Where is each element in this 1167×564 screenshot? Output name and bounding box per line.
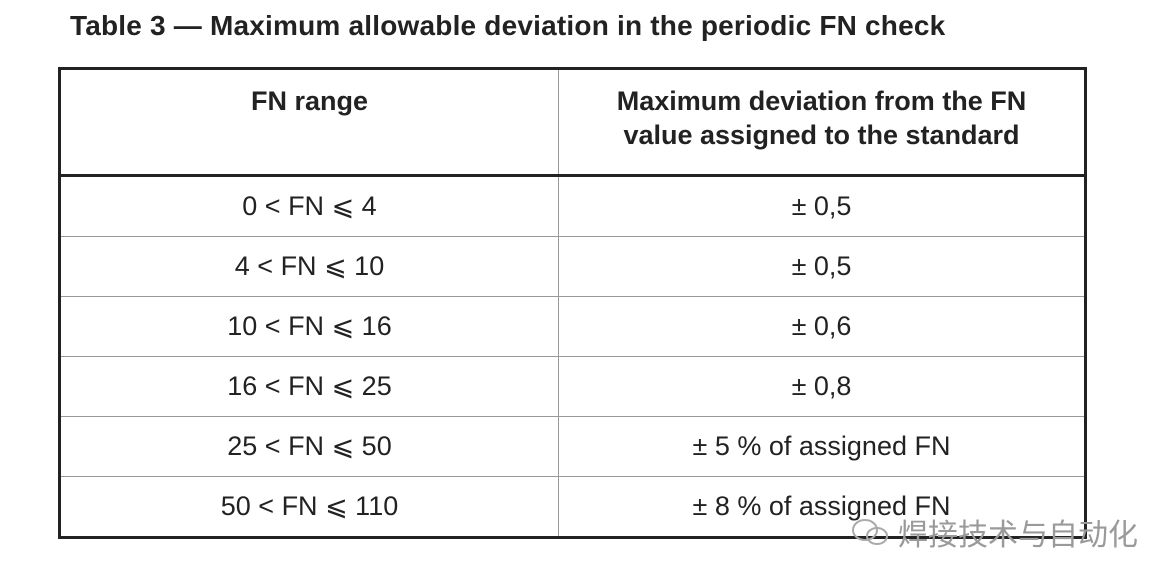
header-line: FN range — [250, 86, 369, 116]
table-row: 50 < FN ⩽ 110 ± 8 % of assigned FN — [59, 476, 1086, 538]
watermark-text: 焊接技术与自动化 — [898, 519, 1138, 552]
table: FN range Maximum deviation from the FN val… — [58, 67, 1087, 539]
table-row: 10 < FN ⩽ 16 ± 0,6 — [59, 296, 1086, 357]
watermark: 焊接技术与自动化 — [850, 510, 1138, 554]
watermark-icon — [852, 519, 888, 545]
table-cell: ± 8 % of assigned FN — [558, 476, 1086, 538]
table-row: 25 < FN ⩽ 50 ± 5 % of assigned FN — [59, 416, 1086, 477]
table-cell: ± 0,6 — [558, 296, 1086, 357]
table-row: 4 < FN ⩽ 10 ± 0,5 — [59, 236, 1086, 297]
table-row: 16 < FN ⩽ 25 ± 0,8 — [59, 356, 1086, 417]
header-line: value assigned to the standard — [623, 120, 1020, 150]
table-cell: ± 5 % of assigned FN — [558, 416, 1086, 477]
header-line: Maximum deviation from the FN — [616, 86, 1027, 116]
table-cell: 25 < FN ⩽ 50 — [59, 416, 559, 477]
table-cell: ± 0,5 — [558, 236, 1086, 297]
table-title: Table 3 — Maximum allowable deviation in… — [70, 10, 946, 41]
header-cell: Maximum deviation from the FN value assig… — [558, 68, 1086, 177]
table-cell: 4 < FN ⩽ 10 — [59, 236, 559, 297]
header-row: FN range Maximum deviation from the FN val… — [59, 68, 1086, 177]
table-cell: 16 < FN ⩽ 25 — [59, 356, 559, 417]
table-cell: ± 0,5 — [558, 175, 1086, 237]
table-cell: ± 0,8 — [558, 356, 1086, 417]
table-row: 0 < FN ⩽ 4 ± 0,5 — [59, 175, 1086, 237]
table-cell: 10 < FN ⩽ 16 — [59, 296, 559, 357]
header-cell: FN range — [59, 68, 559, 177]
table-cell: 0 < FN ⩽ 4 — [59, 175, 559, 237]
table-body: 0 < FN ⩽ 4 ± 0,5 4 < FN ⩽ 10 ± 0,5 10 < FN ⩽… — [59, 175, 1086, 538]
table-cell: 50 < FN ⩽ 110 — [59, 476, 559, 538]
